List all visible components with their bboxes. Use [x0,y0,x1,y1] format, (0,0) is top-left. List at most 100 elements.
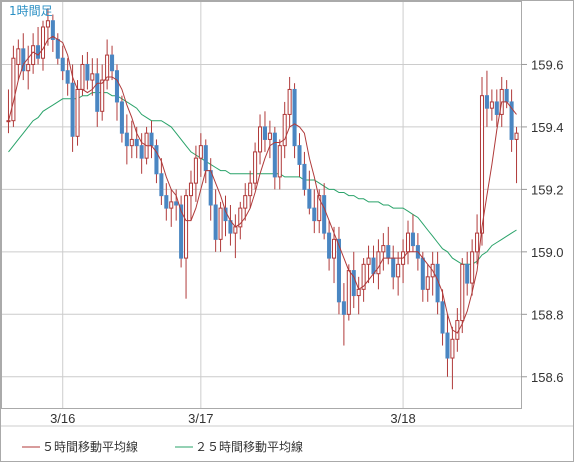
candle [346,264,351,321]
candle [65,58,70,96]
candle [139,133,144,174]
candle [60,45,65,81]
candle [213,189,218,252]
candle-body-up [75,88,80,137]
candle-body-down [119,101,124,134]
candle [376,239,381,290]
candle [484,70,489,127]
candle-body-up [193,157,198,184]
y-tick-label: 159.0 [531,245,564,260]
candle [475,214,480,265]
candle-body-up [16,48,21,65]
y-axis: 159.6 159.4 159.2 159.0 158.8 158.6 [521,57,564,385]
candle-body-down [327,232,332,259]
candle-body-down [85,63,90,81]
candle-body-down [154,145,159,175]
candle [179,195,184,268]
y-tick-label: 159.6 [531,57,564,72]
candle-body-up [218,207,223,240]
candle [154,139,159,184]
candle [159,158,164,205]
candle-body-up [45,20,50,28]
candle [336,226,341,315]
candle [494,89,499,127]
candle-body-up [253,151,258,184]
candle-body-down [386,245,391,259]
candle-body-up [6,120,11,123]
candle-body-down [262,126,267,140]
candle [114,64,120,121]
candle [26,45,31,90]
candle-body-down [55,38,60,59]
candle [21,33,26,81]
candle-body-up [460,263,465,322]
candle-body-down [484,95,489,109]
candle [85,51,90,90]
candle-body-up [331,238,337,259]
candle-body-up [100,79,105,112]
candle-body-down [179,204,184,259]
candle-body-up [405,232,411,253]
candle [361,258,366,302]
candle-body-up [282,113,287,147]
candle-body-up [277,145,282,178]
candle-body-down [371,257,376,275]
sma5-layer [8,35,517,334]
candle-body-up [105,54,110,81]
candle [267,120,272,159]
candle [312,189,317,234]
candle [243,183,248,221]
candle-body-down [21,48,26,72]
candle-body-down [65,70,70,84]
candle [258,114,263,165]
candle [509,89,514,152]
legend-label-sma5: ５時間移動平均線 [42,439,138,454]
candle-body-down [159,173,164,197]
candle-body-up [361,263,366,290]
candle-body-up [31,45,36,65]
candle-body-down [124,132,129,147]
candle [351,251,356,309]
candle [95,58,100,127]
candle-body-up [514,132,519,140]
candle [445,314,450,377]
candle-body-up [475,232,480,253]
candle-body-down [341,301,346,315]
candle [272,126,277,190]
candle [307,170,312,215]
sma25-layer [8,92,517,265]
candle-body-up [11,57,16,122]
candle-body-down [351,270,356,297]
candle [36,26,41,65]
candle [465,251,470,296]
candle [198,133,203,177]
candle [425,264,430,302]
candle-body-down [70,82,75,137]
candle-body-down [322,195,327,234]
candle-body-down [440,301,445,334]
candle [110,45,115,81]
candle-body-down [302,163,307,190]
candle [218,201,223,252]
candle-body-down [164,195,169,209]
candle-body-down [36,45,41,59]
candle [460,258,465,334]
candle [327,220,332,271]
candle [188,170,194,221]
candle-body-up [238,207,243,228]
candle-body-down [445,332,450,359]
candle [193,145,198,202]
candle-body-down [110,54,115,72]
candle-body-down [149,132,154,147]
candle-body-down [114,70,120,103]
sma25-line [8,92,517,265]
y-tick-label: 159.4 [531,120,564,135]
candle [105,39,110,90]
candle [489,89,494,121]
candle-body-down [292,88,297,147]
candle-body-up [80,63,85,90]
candle [277,139,282,190]
candle-body-down [297,145,302,165]
candle-body-up [184,195,189,259]
candle [410,214,415,252]
